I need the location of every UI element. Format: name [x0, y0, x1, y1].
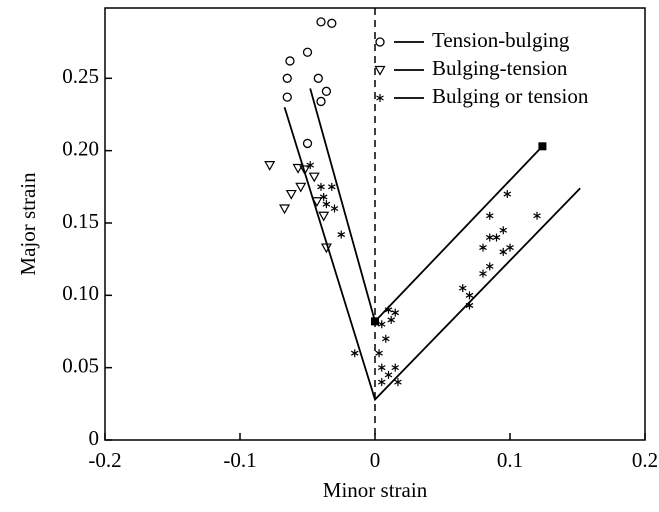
star-marker: [306, 161, 314, 170]
star-marker: [506, 243, 514, 252]
triangle-marker: [308, 172, 320, 183]
y-axis-label: Major strain: [16, 172, 40, 276]
star-marker: [533, 211, 541, 220]
x-tick-label: 0.2: [632, 448, 658, 472]
star-marker: [319, 192, 328, 201]
star-marker: [317, 182, 325, 191]
y-tick-label: 0.25: [62, 64, 99, 88]
triangle-marker: [318, 211, 330, 222]
triangle-marker: [292, 163, 304, 174]
y-tick-label: 0.20: [62, 136, 99, 160]
star-marker: [330, 204, 339, 213]
circle-marker: [285, 56, 295, 66]
triangle-marker: [285, 189, 297, 200]
circle-marker: [282, 73, 292, 83]
star-marker: [328, 182, 336, 191]
star-marker: [391, 363, 400, 372]
limit-line: [283, 106, 581, 402]
circle-marker: [313, 73, 323, 83]
star-marker: [394, 378, 402, 387]
star-marker: [485, 262, 494, 271]
x-tick-label: -0.1: [223, 448, 256, 472]
x-tick-label: 0: [370, 448, 381, 472]
y-tick-label: 0: [89, 426, 100, 450]
star-marker: [377, 363, 386, 372]
legend-marker: [375, 37, 385, 47]
legend-marker: [374, 65, 386, 76]
star-marker: [499, 226, 508, 235]
circle-marker: [282, 92, 292, 102]
x-tick-label: 0.1: [497, 448, 523, 472]
circle-marker: [316, 96, 326, 107]
star-marker: [391, 308, 400, 317]
star-marker: [387, 315, 395, 324]
y-tick-label: 0.15: [62, 209, 99, 233]
square-marker: [538, 142, 547, 151]
circle-marker: [327, 18, 337, 28]
legend-label: Bulging or tension: [432, 84, 589, 108]
legend-label: Tension-bulging: [432, 28, 570, 52]
y-tick-label: 0.05: [62, 353, 99, 377]
star-marker: [499, 247, 508, 256]
star-marker: [350, 349, 359, 358]
star-marker: [384, 370, 393, 379]
square-marker: [371, 317, 379, 326]
star-marker: [322, 200, 331, 209]
legend-label: Bulging-tension: [432, 56, 568, 80]
limit-line: [309, 88, 544, 324]
x-tick-label: -0.2: [88, 448, 121, 472]
legend-marker: [376, 94, 384, 102]
x-axis-label: Minor strain: [323, 478, 428, 502]
triangle-marker: [279, 204, 291, 215]
star-marker: [485, 211, 494, 220]
star-marker: [377, 320, 386, 329]
triangle-marker: [299, 165, 311, 176]
circle-marker: [302, 138, 313, 149]
star-marker: [485, 233, 494, 242]
y-tick-label: 0.10: [62, 281, 99, 305]
circle-marker: [302, 47, 313, 57]
star-marker: [492, 233, 501, 242]
star-marker: [479, 243, 487, 252]
star-marker: [337, 230, 346, 239]
star-marker: [503, 190, 512, 199]
star-marker: [479, 269, 487, 278]
star-marker: [382, 334, 390, 343]
circle-marker: [316, 17, 326, 27]
star-marker: [465, 291, 474, 300]
star-marker: [375, 349, 383, 358]
triangle-marker: [264, 161, 276, 171]
triangle-marker: [295, 182, 307, 193]
star-marker: [377, 378, 386, 387]
star-marker: [458, 284, 467, 293]
circle-marker: [321, 86, 332, 96]
